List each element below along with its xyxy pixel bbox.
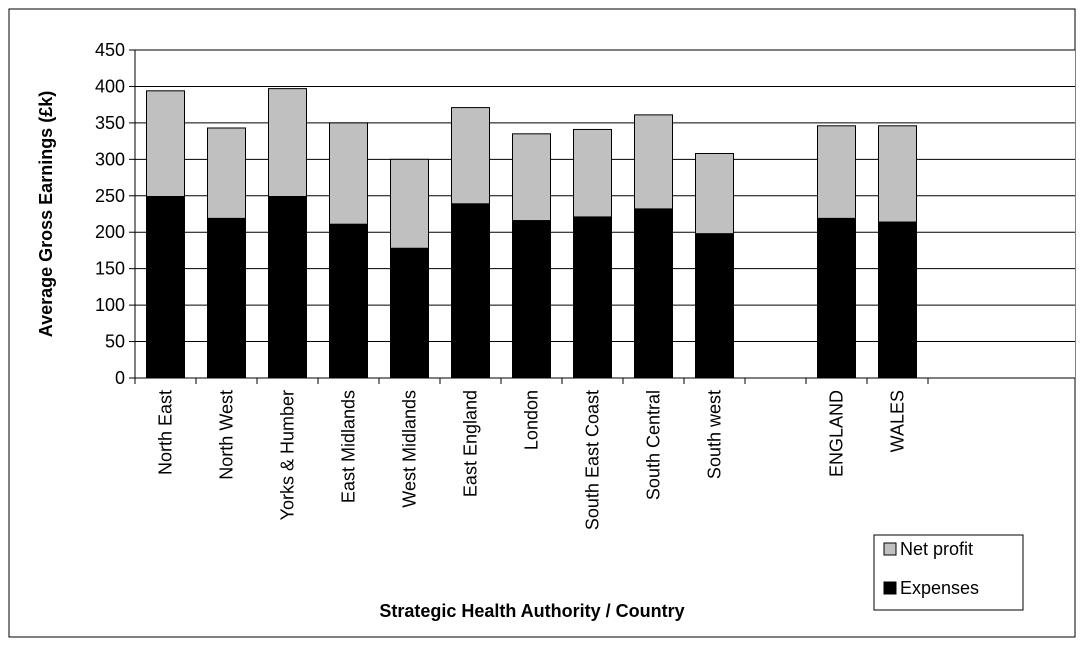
bar-expenses	[329, 223, 368, 379]
y-tick-label: 400	[95, 76, 125, 96]
x-tick-label: East Midlands	[339, 390, 359, 503]
x-tick-label: WALES	[888, 390, 908, 452]
bar-net-profit	[329, 122, 368, 225]
y-tick-labels: 0 50 100 150 200 250 300 350 400 450	[95, 40, 125, 388]
y-tick-label: 250	[95, 186, 125, 206]
bar-expenses	[817, 217, 856, 379]
bar-net-profit	[817, 125, 856, 219]
legend-swatch	[883, 581, 897, 595]
bar-net-profit	[146, 90, 185, 198]
y-tick-label: 0	[115, 368, 125, 388]
y-tick-label: 350	[95, 113, 125, 133]
bar-expenses	[512, 220, 551, 379]
bar-expenses	[695, 233, 734, 379]
x-tick-labels: North East North West Yorks & Humber East M…	[156, 390, 908, 530]
bar-expenses	[268, 196, 307, 379]
x-tick-label: East England	[461, 390, 481, 497]
bar-net-profit	[451, 107, 490, 205]
legend: Net profit Expenses	[873, 534, 1024, 611]
axes	[129, 49, 1075, 384]
y-axis-title: Average Gross Earnings (£k)	[36, 91, 56, 337]
bar-net-profit	[695, 153, 734, 235]
bar-net-profit	[878, 125, 917, 223]
bar-expenses	[451, 203, 490, 379]
x-tick-label: South west	[705, 390, 725, 479]
x-tick-label: South Central	[644, 390, 664, 500]
legend-label: Expenses	[900, 578, 979, 598]
bar-expenses	[207, 217, 246, 379]
bar-net-profit	[634, 114, 673, 210]
legend-swatch	[883, 542, 897, 556]
bar-net-profit	[390, 158, 429, 249]
legend-box	[873, 534, 1024, 611]
bar-expenses	[390, 247, 429, 379]
bar-expenses	[573, 216, 612, 379]
x-tick-label: ENGLAND	[827, 390, 847, 477]
y-tick-label: 450	[95, 40, 125, 60]
y-tick-label: 300	[95, 149, 125, 169]
bar-expenses	[146, 196, 185, 379]
bar-net-profit	[512, 133, 551, 222]
legend-label: Net profit	[900, 539, 973, 559]
bars	[146, 88, 917, 379]
y-tick-label: 150	[95, 259, 125, 279]
x-axis-title: Strategic Health Authority / Country	[379, 601, 684, 621]
bar-expenses	[878, 221, 917, 379]
bar-net-profit	[207, 127, 246, 219]
x-tick-label: South East Coast	[583, 390, 603, 530]
y-tick-label: 50	[105, 332, 125, 352]
x-tick-label: Yorks & Humber	[278, 390, 298, 520]
bar-net-profit	[268, 88, 307, 198]
bar-net-profit	[573, 128, 612, 218]
x-tick-label: North West	[217, 390, 237, 480]
x-tick-label: North East	[156, 390, 176, 475]
y-tick-label: 200	[95, 222, 125, 242]
y-tick-label: 100	[95, 295, 125, 315]
x-tick-label: West Midlands	[400, 390, 420, 508]
bar-expenses	[634, 208, 673, 379]
x-tick-label: London	[522, 390, 542, 450]
